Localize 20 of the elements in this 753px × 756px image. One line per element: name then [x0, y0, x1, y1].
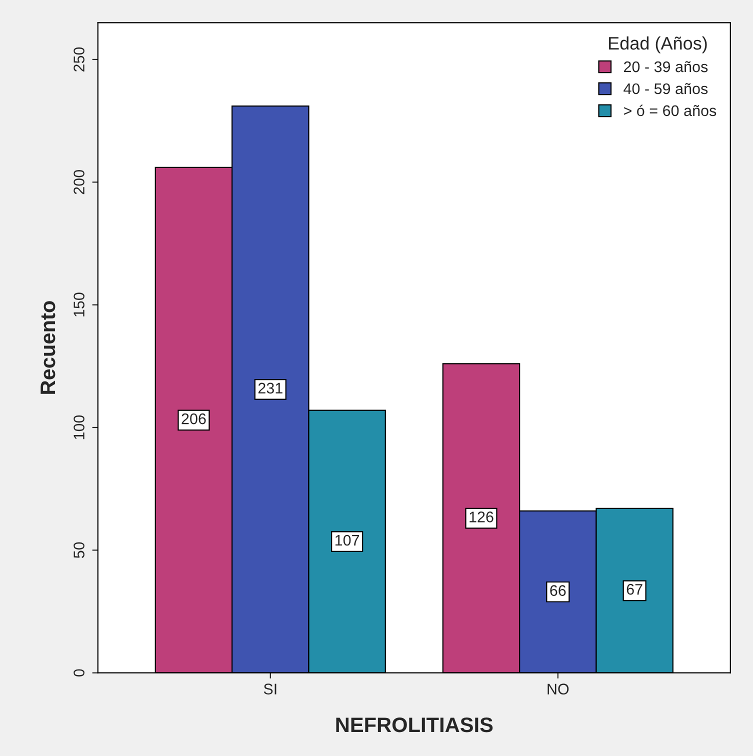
data-label: 107: [335, 534, 360, 546]
y-tick-label: 50: [74, 542, 84, 558]
data-label: 67: [626, 584, 642, 595]
legend-label: 20 - 39 años: [624, 61, 708, 72]
y-tick-label: 100: [74, 415, 84, 440]
data-label: 206: [182, 413, 206, 424]
y-tick-label: 250: [74, 47, 84, 72]
data-label: 66: [550, 585, 566, 596]
x-tick-label: SI: [264, 684, 276, 694]
y-tick-label: 150: [74, 292, 84, 316]
legend-label: 40 - 59 años: [624, 83, 708, 94]
legend-title: Edad (Años): [609, 36, 707, 54]
data-label: 231: [258, 382, 282, 394]
x-axis-title: NEFROLITIASIS: [336, 717, 493, 732]
x-tick-label: NO: [548, 684, 569, 694]
data-label: 126: [470, 512, 494, 522]
y-axis-title: Recuento: [40, 301, 56, 394]
y-tick-label: 0: [74, 669, 84, 676]
legend-label: > ó = 60 años: [624, 104, 716, 116]
y-tick-label: 200: [74, 170, 84, 194]
